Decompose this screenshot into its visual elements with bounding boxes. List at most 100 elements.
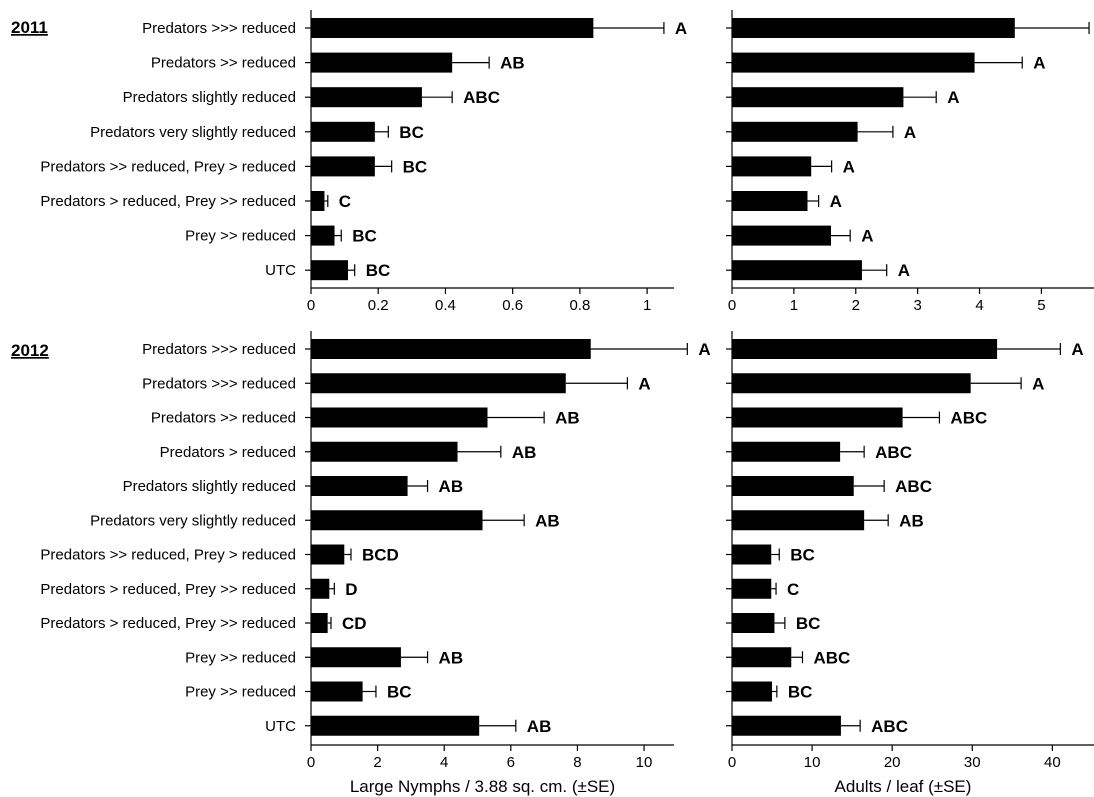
x-tick-label: 0.2 (368, 297, 389, 314)
significance-letter: A (830, 192, 842, 211)
category-label: Predators > reduced, Prey >> reduced (40, 615, 296, 632)
significance-letter: ABC (950, 409, 987, 428)
x-tick-label: 0.8 (569, 297, 590, 314)
category-label: Predators > reduced (160, 444, 296, 461)
bar (732, 715, 841, 736)
x-tick-label: 0.6 (502, 297, 523, 314)
significance-letter: D (345, 580, 357, 599)
significance-letter: A (1071, 340, 1083, 359)
bar (732, 510, 865, 531)
bar (311, 510, 483, 531)
bar (311, 52, 453, 73)
bar (732, 578, 772, 599)
year-label: 2011 (11, 18, 48, 37)
x-tick-label: 5 (1037, 297, 1045, 314)
category-label: Predators >> reduced (151, 410, 296, 427)
significance-letter: BC (387, 683, 412, 702)
bar (732, 613, 775, 633)
significance-letter: CD (342, 614, 367, 633)
significance-letter: C (787, 580, 799, 599)
x-tick-label: 10 (804, 754, 821, 771)
bar (732, 156, 812, 177)
x-tick-label: 4 (440, 754, 448, 771)
bar (732, 681, 773, 702)
category-label: Prey >> reduced (185, 684, 296, 701)
bar (311, 121, 375, 142)
x-tick-label: 8 (573, 754, 581, 771)
bar (311, 647, 401, 668)
significance-letter: A (898, 261, 910, 280)
bar (311, 373, 566, 394)
x-tick-label: 6 (507, 754, 515, 771)
significance-letter: BC (399, 123, 424, 142)
bar (311, 681, 363, 702)
category-label: Prey >> reduced (185, 228, 296, 245)
significance-letter: ABC (463, 88, 500, 107)
x-tick-label: 1 (643, 297, 651, 314)
x-tick-label: 1 (790, 297, 798, 314)
bar (311, 578, 330, 599)
bar (311, 613, 328, 633)
bar (732, 260, 862, 281)
significance-letter: A (1032, 374, 1044, 393)
x-tick-label: 2 (852, 297, 860, 314)
chart-panel-1: 2011 0 0.2 0.4 0.6 0.8 1 Predators >>> reduced A… (11, 10, 687, 314)
x-tick-label: 2 (373, 754, 381, 771)
bar (732, 544, 772, 565)
significance-letter: A (861, 227, 873, 246)
bar (311, 544, 345, 565)
x-tick-label: 40 (1044, 754, 1061, 771)
category-label: Predators > reduced, Prey >> reduced (40, 581, 296, 598)
bar (311, 18, 594, 38)
x-tick-label: 3 (913, 297, 921, 314)
significance-letter: ABC (875, 443, 912, 462)
bar (732, 407, 903, 428)
chart-panel-3: 2012 0 2 4 6 8 10 Large Nymphs / 3.88 sq. cm. (… (11, 331, 711, 796)
significance-letter: ABC (895, 477, 932, 496)
bar (732, 647, 792, 668)
bar (311, 441, 458, 462)
category-label: Predators >>> reduced (142, 341, 296, 358)
significance-letter: AB (500, 54, 525, 73)
significance-letter: AB (527, 717, 552, 736)
bar (732, 225, 832, 246)
category-label: Predators very slightly reduced (90, 512, 296, 529)
category-label: Predators >> reduced, Prey > reduced (40, 547, 296, 564)
year-label: 2012 (11, 341, 49, 360)
category-label: Predators >>> reduced (142, 375, 296, 392)
bar (732, 339, 998, 359)
significance-letter: BC (403, 157, 428, 176)
x-tick-label: 10 (636, 754, 653, 771)
significance-letter: BC (366, 261, 391, 280)
category-label: Predators >> reduced (151, 55, 296, 72)
x-axis-title: Adults / leaf (±SE) (835, 777, 972, 796)
significance-letter: AB (439, 477, 464, 496)
bar (311, 87, 422, 108)
category-label: UTC (265, 718, 296, 735)
significance-letter: A (947, 88, 959, 107)
bar (732, 441, 841, 462)
x-tick-label: 0 (728, 297, 736, 314)
significance-letter: BC (796, 614, 821, 633)
bar (311, 476, 408, 496)
significance-letter: ABC (813, 648, 850, 667)
bar (311, 339, 591, 359)
bar (732, 476, 854, 496)
significance-letter: C (339, 192, 351, 211)
bar (732, 52, 975, 73)
significance-letter: A (638, 374, 650, 393)
bar (732, 18, 1015, 38)
bar (732, 121, 858, 142)
category-label: Prey >> reduced (185, 649, 296, 666)
bar (311, 191, 325, 211)
significance-letter: A (904, 123, 916, 142)
significance-letter: ABC (871, 717, 908, 736)
category-label: UTC (265, 262, 296, 279)
bar (732, 373, 971, 394)
bar (732, 191, 808, 211)
chart-panel-2: 012345AAAAAAAA (726, 10, 1094, 314)
x-axis-title: Large Nymphs / 3.88 sq. cm. (±SE) (350, 777, 615, 796)
significance-letter: A (675, 19, 687, 38)
